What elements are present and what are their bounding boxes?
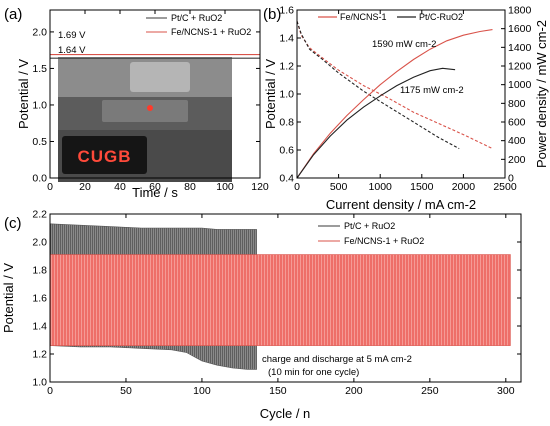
- panel-b-y2tick-label: 600: [508, 117, 526, 129]
- panel-b-ytick-label: 0.8: [279, 117, 294, 129]
- panel-b-y2tick-label: 0: [508, 173, 514, 185]
- panel-a-xtick-label: 20: [79, 181, 91, 193]
- legend-ptc-ruo2-label: Pt/C-RuO2: [419, 12, 463, 22]
- panel-b-label: (b): [263, 6, 281, 23]
- panel-a: (a) 0 20 40 60 80 100 1200.00.51.01.52.0 CUGB …: [4, 6, 269, 200]
- panel-b-y2label: Power density / mW cm-2: [534, 20, 549, 168]
- panel-b: (b) 0 500 1000 1500 2000 25000.40.60.81.01.21…: [263, 5, 549, 213]
- panel-b-xtick-label: 500: [330, 181, 348, 193]
- panel-a-xlabel: Time / s: [132, 185, 178, 200]
- panel-b-ytick-label: 1.6: [279, 5, 294, 17]
- panel-b-ytick-label: 1.4: [279, 33, 294, 45]
- panel-a-ytick-label: 1.5: [32, 63, 47, 75]
- inset-photo: CUGB: [58, 57, 232, 182]
- panel-b-y2tick-label: 1800: [508, 5, 532, 17]
- panel-b-ytick-label: 0.6: [279, 145, 294, 157]
- panel-a-xtick-label: 80: [184, 181, 196, 193]
- panel-b-y2tick-label: 400: [508, 135, 526, 147]
- panel-c-xtick-label: 100: [193, 385, 211, 397]
- panel-b-xtick-label: 1000: [369, 181, 393, 193]
- annotation-1590: 1590 mW cm-2: [372, 39, 436, 50]
- panel-b-lines: [296, 21, 493, 179]
- panel-c-xtick-label: 200: [345, 385, 363, 397]
- panel-c-ytick-label: 1.6: [32, 293, 47, 305]
- panel-a-xtick-label: 120: [251, 181, 269, 193]
- panel-b-xtick-label: 2500: [493, 181, 517, 193]
- panel-c-label: (c): [4, 215, 22, 232]
- panel-c-xlabel: Cycle / n: [260, 406, 311, 421]
- legend-c-ptc-label: Pt/C + RuO2: [344, 221, 395, 231]
- panel-c-xtick-label: 150: [269, 385, 287, 397]
- legend-c-fe-label: Fe/NCNS-1 + RuO2: [344, 236, 424, 246]
- panel-b-y2tick-label: 1600: [508, 23, 532, 35]
- panel-a-label: (a): [4, 6, 22, 23]
- legend-ptc-label: Pt/C + RuO2: [171, 13, 222, 23]
- panel-a-xtick-label: 40: [114, 181, 126, 193]
- panel-b-polarization-fe-line: [296, 21, 493, 150]
- panel-a-lines: [50, 54, 260, 59]
- panel-b-xlabel: Current density / mA cm-2: [326, 197, 476, 212]
- panel-a-ytick-label: 1.0: [32, 99, 47, 111]
- panel-a-xtick-label: 0: [47, 181, 53, 193]
- annotation-charge-discharge: charge and discharge at 5 mA cm-2: [262, 354, 412, 365]
- panel-a-xtick-label: 100: [216, 181, 234, 193]
- panel-b-y2tick-label: 200: [508, 154, 526, 166]
- legend-fe-label: Fe/NCNS-1 + RuO2: [171, 27, 251, 37]
- photo-red-light: [147, 105, 153, 111]
- annotation-1175: 1175 mW cm-2: [400, 85, 464, 96]
- panel-c-fe-band: [49, 254, 511, 346]
- annotation-cycle-duration: (10 min for one cycle): [268, 367, 359, 378]
- panel-c-ytick-label: 1.8: [32, 265, 47, 277]
- panel-b-power-fe-line: [296, 29, 493, 179]
- panel-c-ytick-label: 1.2: [32, 349, 47, 361]
- panel-c-ytick-label: 1.0: [32, 377, 47, 389]
- panel-b-legend: Fe/NCNS-1 Pt/C-RuO2: [318, 12, 463, 22]
- panel-c-legend: Pt/C + RuO2 Fe/NCNS-1 + RuO2: [318, 221, 424, 246]
- panel-b-power-ptc-line: [296, 67, 456, 179]
- panel-a-ytick-label: 2.0: [32, 26, 47, 38]
- photo-battery: [102, 100, 188, 122]
- panel-b-ylabel: Potential / V: [263, 59, 278, 129]
- panel-c-ytick-label: 1.4: [32, 321, 47, 333]
- panel-a-legend: Pt/C + RuO2 Fe/NCNS-1 + RuO2: [146, 13, 251, 37]
- panel-b-ticks: 0 500 1000 1500 2000 25000.40.60.81.01.21.41.…: [279, 5, 531, 194]
- panel-c-xtick-label: 250: [421, 385, 439, 397]
- panel-a-xtick-label: 60: [149, 181, 161, 193]
- annotation-1-64v: 1.64 V: [58, 45, 86, 56]
- legend-fe-ncns-label: Fe/NCNS-1: [340, 12, 387, 22]
- panel-c-xtick-label: 50: [120, 385, 132, 397]
- panel-b-polarization-ptc-line: [296, 21, 460, 150]
- panel-b-xtick-label: 1500: [410, 181, 434, 193]
- panel-c-xtick-label: 0: [47, 385, 53, 397]
- panel-b-y2tick-label: 800: [508, 98, 526, 110]
- panel-b-y2tick-label: 1200: [508, 61, 532, 73]
- panel-a-ytick-label: 0.5: [32, 136, 47, 148]
- led-sign: [62, 136, 147, 174]
- panel-b-y2tick-label: 1000: [508, 79, 532, 91]
- panel-a-frame: [49, 9, 261, 179]
- panel-a-ytick-label: 0.0: [32, 173, 47, 185]
- led-sign-text: CUGB: [77, 147, 131, 166]
- panel-b-xtick-label: 0: [294, 181, 300, 193]
- panel-b-ytick-label: 0.4: [279, 173, 294, 185]
- panel-c-frame: [49, 213, 522, 383]
- panel-a-ylabel: Potential / V: [16, 59, 31, 129]
- panel-c-ytick-label: 2.2: [32, 209, 47, 221]
- photo-device: [130, 62, 190, 92]
- panel-c-ytick-label: 2.0: [32, 237, 47, 249]
- panel-b-ytick-label: 1.2: [279, 61, 294, 73]
- panel-c-areas: [49, 223, 511, 370]
- panel-b-xtick-label: 2000: [452, 181, 476, 193]
- annotation-1-69v: 1.69 V: [58, 30, 86, 41]
- panel-b-y2tick-label: 1400: [508, 42, 532, 54]
- panel-c: (c) 0 50 100 150 200 250 300 1.0 1.2 1.4 1.6 1.8 2.0…: [1, 209, 522, 421]
- panel-b-ytick-label: 1.0: [279, 89, 294, 101]
- panel-c-ylabel: Potential / V: [1, 263, 16, 333]
- panel-b-frame: [296, 9, 506, 179]
- panel-c-xtick-label: 300: [497, 385, 515, 397]
